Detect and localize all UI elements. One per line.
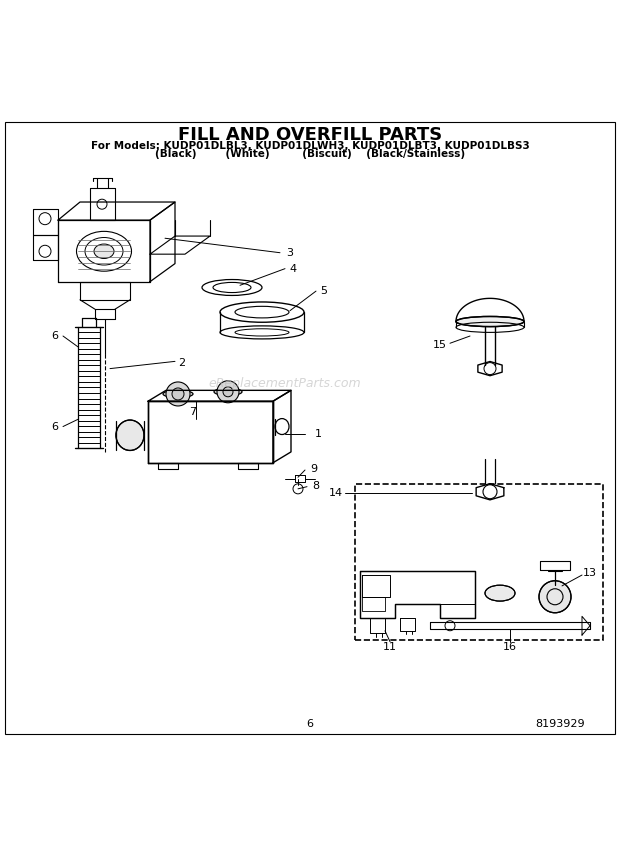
Text: 11: 11: [383, 642, 397, 651]
Text: FILL AND OVERFILL PARTS: FILL AND OVERFILL PARTS: [178, 127, 442, 145]
Text: 16: 16: [503, 642, 517, 651]
Circle shape: [166, 382, 190, 406]
Text: 9: 9: [311, 464, 317, 473]
Circle shape: [217, 381, 239, 403]
Text: 6: 6: [51, 421, 58, 431]
Text: 8: 8: [312, 481, 319, 491]
Ellipse shape: [163, 390, 193, 397]
Text: 1: 1: [314, 429, 322, 439]
Ellipse shape: [214, 388, 242, 395]
Text: 14: 14: [329, 488, 343, 498]
Text: 3: 3: [286, 247, 293, 258]
Text: 6: 6: [306, 718, 314, 728]
Circle shape: [172, 388, 184, 400]
Text: For Models: KUDP01DLBL3, KUDP01DLWH3, KUDP01DLBT3, KUDP01DLBS3: For Models: KUDP01DLBL3, KUDP01DLWH3, KU…: [91, 140, 529, 151]
Text: (Black)        (White)         (Biscuit)    (Black/Stainless): (Black) (White) (Biscuit) (Black/Stainle…: [155, 149, 465, 159]
Text: 4: 4: [290, 264, 296, 274]
Bar: [355, 484, 603, 640]
Text: 5: 5: [321, 286, 327, 296]
Text: 6: 6: [51, 331, 58, 341]
Circle shape: [223, 387, 233, 397]
Text: 7: 7: [189, 407, 196, 417]
Text: 8193929: 8193929: [535, 718, 585, 728]
Ellipse shape: [456, 317, 524, 327]
Circle shape: [539, 580, 571, 613]
Ellipse shape: [94, 244, 114, 259]
Ellipse shape: [485, 586, 515, 601]
Text: 15: 15: [433, 341, 447, 350]
Text: 13: 13: [583, 568, 597, 578]
Ellipse shape: [116, 420, 144, 450]
Text: eReplacementParts.com: eReplacementParts.com: [209, 377, 361, 389]
Text: 2: 2: [179, 358, 185, 368]
